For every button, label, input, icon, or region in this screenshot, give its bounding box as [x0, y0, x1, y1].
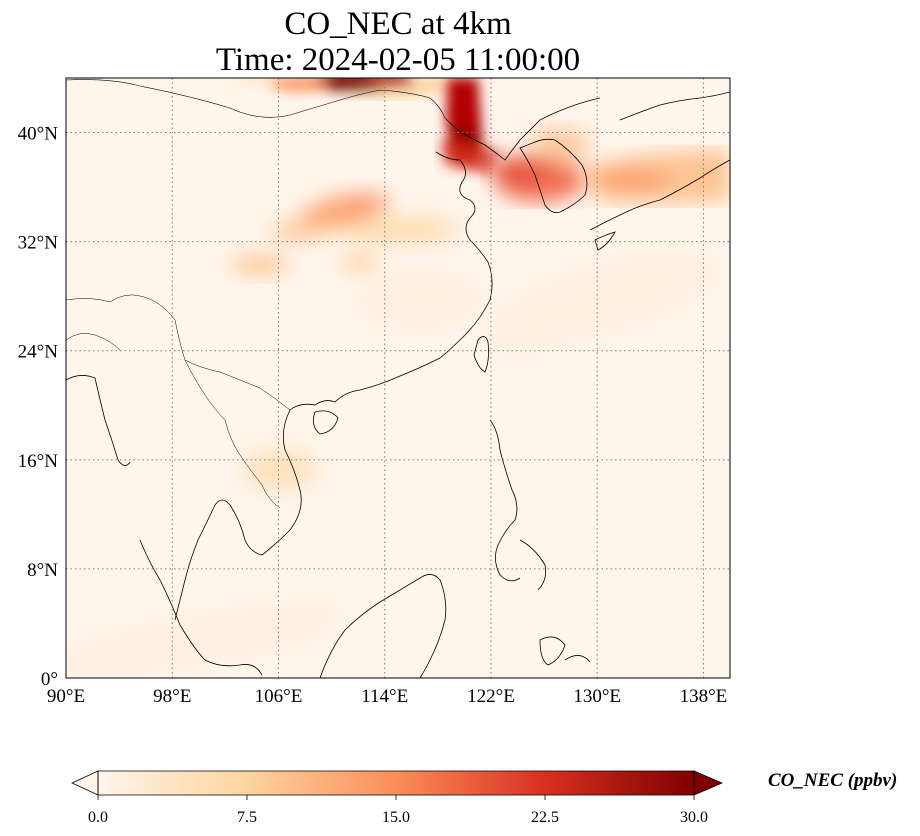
- colorbar-label: CO_NEC (ppbv): [768, 770, 898, 791]
- colorbar-tick-label: 0.0: [88, 809, 108, 826]
- lat-tick-label: 40°N: [18, 124, 59, 145]
- lon-tick-label: 130°E: [573, 686, 621, 707]
- plume-korea: [490, 127, 590, 202]
- map-title-line1: CO_NEC at 4km: [284, 6, 512, 42]
- lat-tick-label: 24°N: [18, 342, 59, 363]
- plume-japan: [580, 150, 730, 203]
- lat-tick-label: 0°: [41, 669, 58, 690]
- gridlines: [66, 78, 730, 678]
- colorbar-ticks: 0.0 7.5 15.0 22.5 30.0: [88, 795, 708, 826]
- concentration-field: [66, 78, 730, 672]
- colorbar-tick-label: 30.0: [680, 809, 708, 826]
- lat-tick-labels: 0° 8°N 16°N 24°N 32°N 40°N: [18, 124, 59, 690]
- plume-vertical: [440, 78, 500, 175]
- lon-tick-label: 138°E: [680, 686, 728, 707]
- lon-tick-label: 98°E: [153, 686, 191, 707]
- map-title-line2: Time: 2024-02-05 11:00:00: [215, 42, 581, 78]
- lon-tick-label: 106°E: [255, 686, 303, 707]
- haze: [66, 253, 715, 672]
- lat-tick-label: 32°N: [18, 233, 59, 254]
- colorbar: 0.0 7.5 15.0 22.5 30.0: [71, 770, 724, 826]
- colorbar-extend-min: [71, 770, 99, 796]
- colorbar-gradient: [98, 771, 694, 795]
- lon-tick-label: 114°E: [361, 686, 408, 707]
- colorbar-extend-max: [693, 770, 724, 796]
- colorbar-tick-label: 7.5: [237, 809, 257, 826]
- plume-central: [232, 193, 460, 275]
- colorbar-tick-label: 22.5: [531, 809, 559, 826]
- lon-tick-label: 90°E: [47, 686, 85, 707]
- lat-tick-label: 16°N: [18, 451, 59, 472]
- coastlines: [66, 79, 730, 678]
- lat-tick-label: 8°N: [27, 560, 58, 581]
- lon-tick-label: 122°E: [467, 686, 515, 707]
- plume-north: [225, 78, 480, 98]
- map-frame: [65, 77, 731, 679]
- lon-tick-labels: 90°E 98°E 106°E 114°E 122°E 130°E 138°E: [47, 686, 727, 707]
- colorbar-tick-label: 15.0: [382, 809, 410, 826]
